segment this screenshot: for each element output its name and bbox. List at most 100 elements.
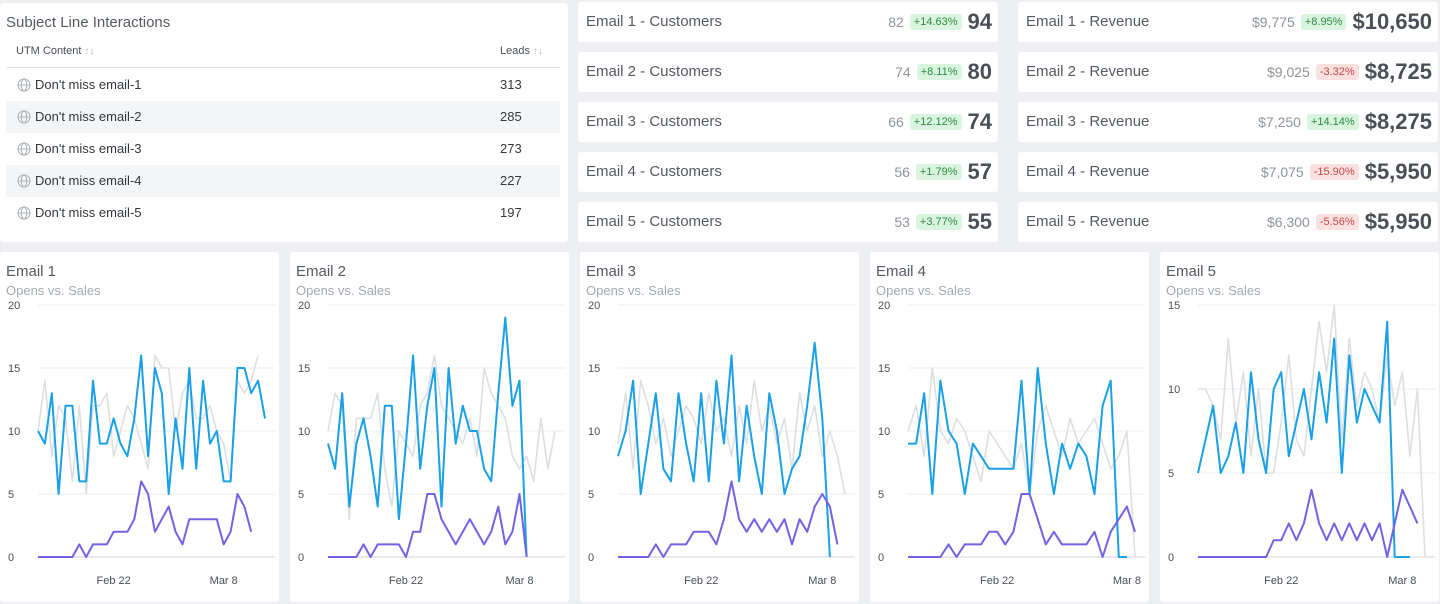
series-line-3 <box>618 480 839 558</box>
stat-card-customers: Email 5 - Customers 53 +3.77% 55 <box>578 202 998 242</box>
stat-value: 80 <box>967 59 992 84</box>
series-line-2 <box>37 354 266 495</box>
stat-previous-value: 66 <box>888 114 904 130</box>
stat-label: Email 3 - Customers <box>586 113 722 130</box>
x-tick-label: Mar 8 <box>505 575 533 587</box>
chart-card-email-5: Email 5 Opens vs. Sales 0 5 10 15 Feb 22 Mar 8 <box>1160 252 1439 602</box>
row-utm-content: Don't miss email-1 <box>35 77 142 92</box>
stat-card-revenue: Email 3 - Revenue $7,250 +14.14% $8,275 <box>1018 102 1438 142</box>
table-row[interactable]: Don't miss email-2 285 <box>6 101 560 133</box>
line-chart: 0 5 10 15 20 Feb 22 Mar 8 <box>8 300 275 587</box>
change-badge: +3.77% <box>915 214 962 230</box>
stat-previous-value: $7,250 <box>1258 114 1301 130</box>
table-row[interactable]: Don't miss email-5 197 <box>6 197 560 229</box>
stat-label: Email 3 - Revenue <box>1026 113 1150 130</box>
row-leads: 197 <box>500 205 522 220</box>
series-line-2 <box>617 341 831 558</box>
row-utm-content: Don't miss email-3 <box>35 141 142 156</box>
row-leads: 313 <box>500 77 522 92</box>
y-tick-label: 15 <box>1168 300 1180 312</box>
y-tick-label: 15 <box>588 363 600 375</box>
globe-icon <box>17 78 31 92</box>
stat-value: $5,950 <box>1364 159 1432 184</box>
stat-previous-value: 74 <box>895 64 911 80</box>
chart-card-email-4: Email 4 Opens vs. Sales 0 5 10 15 20 Feb 22 Mar … <box>870 252 1149 602</box>
x-tick-label: Mar 8 <box>210 575 238 587</box>
y-tick-label: 5 <box>878 489 884 501</box>
stat-value: 94 <box>967 9 992 34</box>
x-tick-label: Feb 22 <box>980 575 1014 587</box>
stat-card-customers: Email 1 - Customers 82 +14.63% 94 <box>578 2 998 42</box>
y-tick-label: 5 <box>298 489 304 501</box>
y-tick-label: 15 <box>298 363 310 375</box>
y-tick-label: 0 <box>1168 552 1174 564</box>
y-tick-label: 10 <box>8 426 20 438</box>
y-tick-label: 20 <box>8 300 20 312</box>
stat-label: Email 1 - Customers <box>586 13 722 30</box>
chart-title: Email 5 <box>1166 263 1217 280</box>
stat-label: Email 2 - Customers <box>586 63 722 80</box>
stat-value: $8,275 <box>1364 109 1432 134</box>
stat-label: Email 5 - Revenue <box>1026 213 1150 230</box>
stat-previous-value: $9,025 <box>1267 64 1310 80</box>
stat-value: $10,650 <box>1352 9 1432 34</box>
row-utm-content: Don't miss email-5 <box>35 205 142 220</box>
stat-label: Email 4 - Revenue <box>1026 163 1150 180</box>
chart-title: Email 4 <box>876 263 927 280</box>
sort-icon: ↑↓ <box>532 46 543 57</box>
x-tick-label: Mar 8 <box>808 575 836 587</box>
y-tick-label: 5 <box>1168 468 1174 480</box>
stat-card-customers: Email 2 - Customers 74 +8.11% 80 <box>578 52 998 92</box>
table-row[interactable]: Don't miss email-1 313 <box>6 69 560 101</box>
y-tick-label: 5 <box>588 489 594 501</box>
change-badge: -5.56% <box>1315 214 1359 230</box>
y-tick-label: 0 <box>298 552 304 564</box>
stat-previous-value: $9,775 <box>1252 14 1295 30</box>
stat-previous-value: $7,075 <box>1260 164 1304 180</box>
y-tick-label: 10 <box>878 426 890 438</box>
series-line-2 <box>327 316 528 558</box>
row-utm-content: Don't miss email-4 <box>35 173 142 188</box>
stat-value: 55 <box>967 209 992 234</box>
column-header-leads[interactable]: Leads ↑↓ <box>500 45 543 57</box>
y-tick-label: 15 <box>878 363 890 375</box>
x-tick-label: Mar 8 <box>1388 575 1416 587</box>
change-badge: -15.90% <box>1309 164 1359 180</box>
line-chart: 0 5 10 15 20 Feb 22 Mar 8 <box>878 300 1145 587</box>
chart-subtitle: Opens vs. Sales <box>296 283 391 298</box>
table-row[interactable]: Don't miss email-3 273 <box>6 133 560 165</box>
change-badge: +8.95% <box>1300 14 1347 30</box>
series-line-1 <box>37 354 259 495</box>
y-tick-label: 20 <box>298 300 310 312</box>
series-line-2 <box>1197 320 1410 558</box>
stat-label: Email 2 - Revenue <box>1026 63 1150 80</box>
chart-card-email-3: Email 3 Opens vs. Sales 0 5 10 15 20 Feb 22 Mar … <box>580 252 859 602</box>
line-chart: 0 5 10 15 20 Feb 22 Mar 8 <box>588 300 855 587</box>
change-badge: +12.12% <box>909 114 962 130</box>
stat-label: Email 4 - Customers <box>586 163 722 180</box>
sort-icon: ↑↓ <box>84 46 95 57</box>
chart-card-email-2: Email 2 Opens vs. Sales 0 5 10 15 20 Feb 22 Mar … <box>290 252 569 602</box>
y-tick-label: 10 <box>298 426 310 438</box>
stat-card-customers: Email 4 - Customers 56 +1.79% 57 <box>578 152 998 192</box>
line-chart: 0 5 10 15 20 Feb 22 Mar 8 <box>298 300 565 587</box>
globe-icon <box>17 110 31 124</box>
y-tick-label: 20 <box>878 300 890 312</box>
series-line-3 <box>328 493 528 558</box>
stat-previous-value: 53 <box>894 214 910 230</box>
change-badge: +8.11% <box>916 64 962 80</box>
y-tick-label: 0 <box>8 552 14 564</box>
series-line-1 <box>327 354 556 521</box>
stat-value: $5,950 <box>1364 209 1432 234</box>
y-tick-label: 20 <box>588 300 600 312</box>
chart-subtitle: Opens vs. Sales <box>6 283 101 298</box>
y-tick-label: 15 <box>8 363 20 375</box>
stat-label: Email 1 - Revenue <box>1026 13 1150 30</box>
column-header-utm-content[interactable]: UTM Content ↑↓ <box>16 45 95 57</box>
chart-title: Email 3 <box>586 263 637 280</box>
table-row[interactable]: Don't miss email-4 227 <box>6 165 560 197</box>
chart-subtitle: Opens vs. Sales <box>1166 283 1261 298</box>
x-tick-label: Feb 22 <box>389 575 423 587</box>
series-line-1 <box>617 379 846 495</box>
row-utm-content: Don't miss email-2 <box>35 109 142 124</box>
